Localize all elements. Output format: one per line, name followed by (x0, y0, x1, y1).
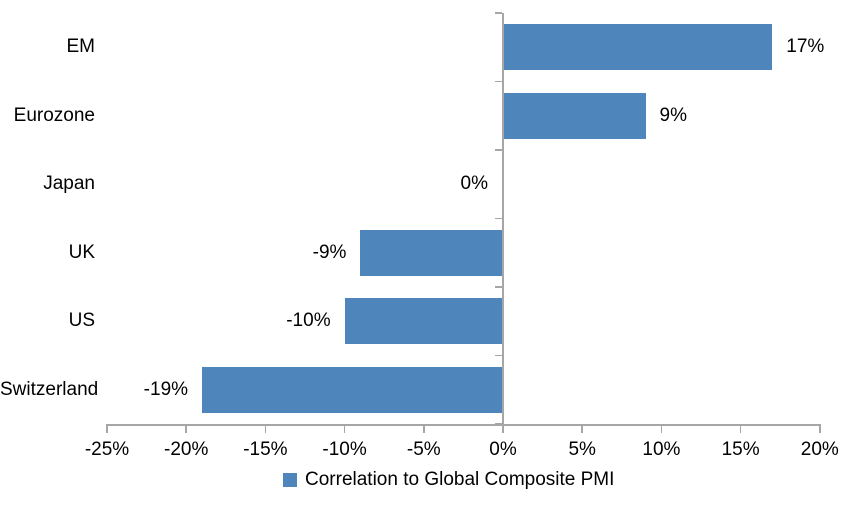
value-label: 17% (786, 36, 825, 58)
x-axis-tick (106, 424, 108, 433)
y-axis-tick (495, 149, 503, 151)
y-axis-tick (495, 80, 503, 83)
x-axis-tick (660, 424, 663, 433)
category-label: UK (68, 241, 95, 263)
value-label: 0% (460, 173, 488, 195)
value-label: -19% (143, 378, 189, 400)
x-axis-line (107, 424, 820, 426)
category-label: Eurozone (13, 104, 95, 126)
x-axis-tick (581, 424, 583, 433)
bar (202, 366, 503, 413)
y-axis-tick (495, 286, 503, 288)
category-label: Switzerland (0, 378, 99, 400)
x-axis-tick-label: 10% (642, 439, 681, 460)
x-axis-tick-label: 5% (568, 439, 596, 460)
value-label: -10% (286, 310, 331, 332)
x-axis-tick (185, 424, 187, 433)
x-axis-tick-label: -25% (84, 439, 130, 460)
bar (503, 92, 646, 139)
bar (360, 229, 503, 276)
x-axis-tick (819, 424, 821, 433)
x-axis-tick-label: 20% (800, 439, 839, 460)
x-axis-tick-label: 15% (721, 439, 760, 460)
category-label: Japan (43, 173, 95, 195)
x-axis-tick-label: -5% (406, 439, 441, 460)
x-axis-tick (739, 424, 742, 433)
category-label: EM (66, 36, 96, 58)
category-label: US (68, 310, 95, 332)
value-label: -9% (312, 241, 347, 263)
y-axis-line (502, 13, 504, 431)
x-axis-tick-label: -15% (243, 439, 288, 460)
legend-swatch-square-icon (283, 473, 297, 487)
value-label: 9% (659, 104, 688, 126)
legend: Correlation to Global Composite PMI (283, 469, 614, 491)
x-axis-tick-label: 0% (489, 439, 517, 460)
y-axis-tick (495, 423, 503, 425)
legend-label: Correlation to Global Composite PMI (305, 469, 615, 490)
x-axis-tick (423, 424, 425, 433)
y-axis-tick (495, 217, 503, 220)
y-axis-tick (495, 12, 503, 14)
y-axis-tick (495, 354, 503, 357)
x-axis-tick (343, 424, 346, 433)
x-axis-tick-label: -20% (164, 439, 209, 460)
bar (344, 298, 503, 345)
bar (503, 24, 773, 71)
x-axis-tick-label: -10% (322, 439, 367, 460)
x-axis-tick (264, 424, 267, 433)
